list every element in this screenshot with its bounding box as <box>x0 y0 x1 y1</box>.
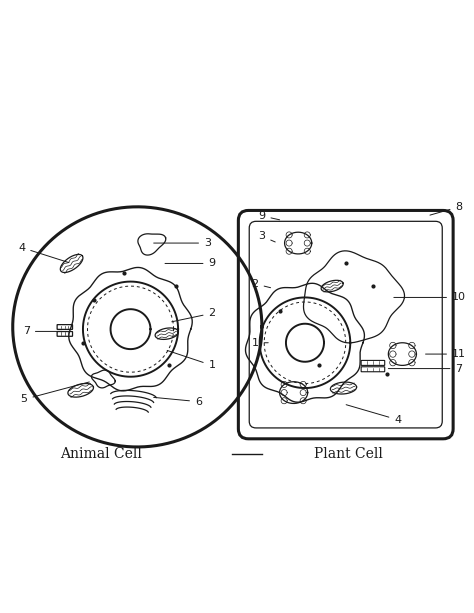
Text: 3: 3 <box>258 231 275 242</box>
Text: 7: 7 <box>388 364 463 373</box>
Text: 7: 7 <box>23 326 62 337</box>
Text: 11: 11 <box>426 349 466 359</box>
Text: 1: 1 <box>167 351 216 370</box>
Text: 10: 10 <box>394 292 466 302</box>
Text: 2: 2 <box>172 308 216 322</box>
Text: 9: 9 <box>258 211 280 221</box>
Text: 4: 4 <box>346 405 401 425</box>
Text: 2: 2 <box>252 279 271 289</box>
Text: 3: 3 <box>154 238 211 248</box>
Text: Plant Cell: Plant Cell <box>314 447 383 461</box>
Text: 5: 5 <box>20 382 89 405</box>
Text: 6: 6 <box>154 397 202 406</box>
Text: Animal Cell: Animal Cell <box>60 447 142 461</box>
Text: 8: 8 <box>430 202 463 215</box>
Text: 1: 1 <box>252 338 268 348</box>
Text: 9: 9 <box>165 259 216 268</box>
Text: 4: 4 <box>18 243 69 262</box>
